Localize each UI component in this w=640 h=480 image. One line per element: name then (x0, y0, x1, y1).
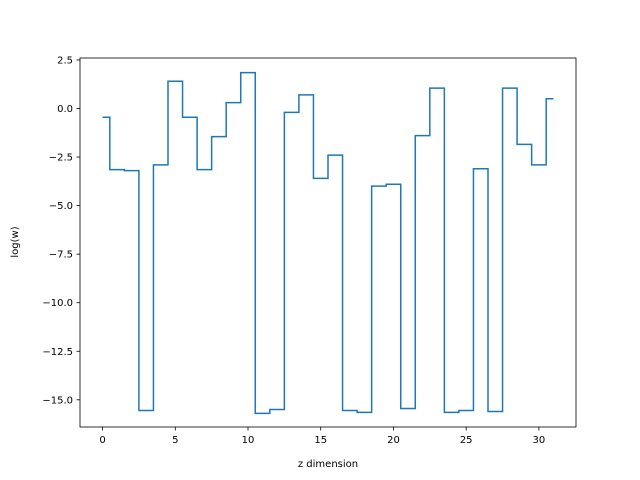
x-tick-label: 0 (99, 435, 105, 446)
series-layer (102, 71, 554, 415)
plot-frame (79, 57, 577, 428)
plot-area (80, 58, 576, 427)
x-tick-label: 25 (460, 435, 473, 446)
x-tick-label: 30 (533, 435, 546, 446)
y-tick-label: −2.5 (49, 153, 73, 164)
y-tick-label: −12.5 (42, 347, 73, 358)
x-tick-label: 5 (172, 435, 178, 446)
x-axis-ticks: 0 5 10 15 20 25 30 (99, 427, 545, 446)
y-tick-label: 2.5 (57, 55, 73, 66)
y-axis-ticks: 2.5 0.0 −2.5 −5.0 −7.5 −10.0 −12.5 −15.0 (42, 55, 80, 406)
y-tick-label: 0.0 (57, 104, 73, 115)
y-tick-label: −10.0 (42, 298, 73, 309)
x-tick-label: 20 (387, 435, 400, 446)
series-line-0 (102, 71, 554, 415)
y-tick-label: −15.0 (42, 395, 73, 406)
y-axis-label: log(w) (10, 226, 21, 257)
x-tick-label: 15 (314, 435, 327, 446)
y-tick-label: −5.0 (49, 201, 73, 212)
y-tick-label: −7.5 (49, 250, 73, 261)
x-axis-label: z dimension (298, 459, 358, 470)
x-tick-label: 10 (242, 435, 255, 446)
